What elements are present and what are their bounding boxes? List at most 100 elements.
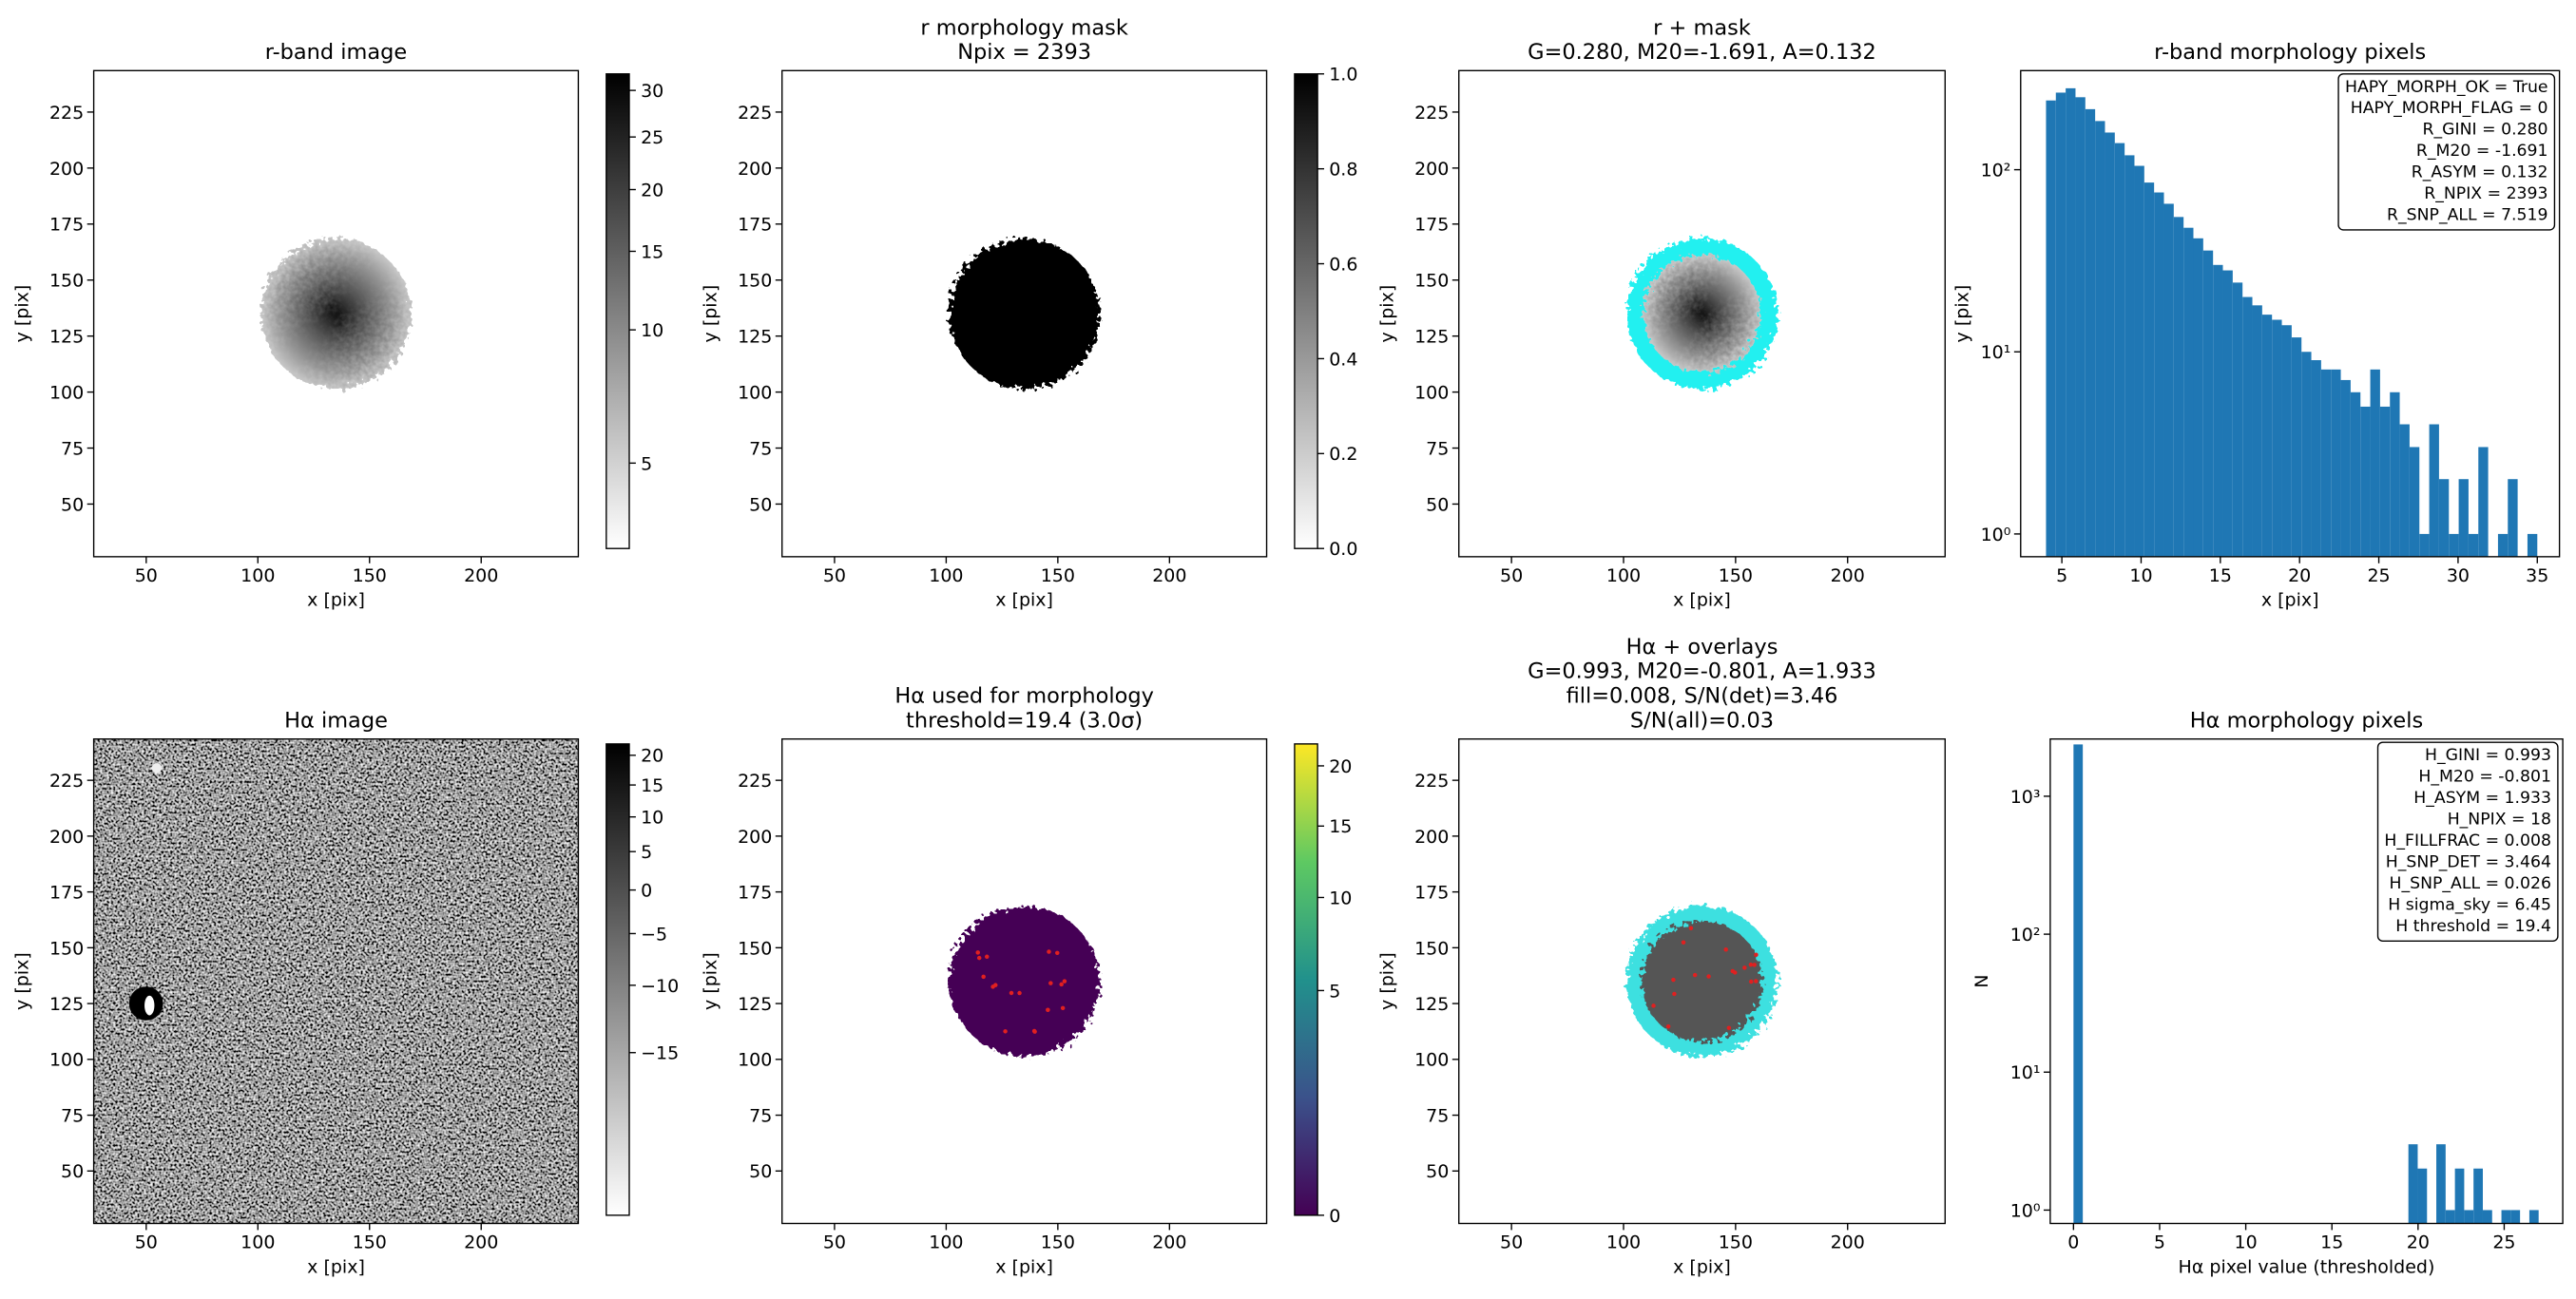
y-tick-label: 200: [49, 827, 84, 848]
x-axis-label: x [pix]: [2261, 590, 2319, 611]
y-tick-label: 225: [49, 103, 84, 124]
colorbar: [606, 73, 630, 549]
bar: [2066, 87, 2076, 557]
stats-box: [2337, 73, 2556, 231]
stats-line: H threshold = 19.4: [2395, 917, 2551, 936]
colorbar-tick-label: 0.2: [1329, 444, 1357, 465]
colorbar-tick-label: 15: [641, 241, 663, 262]
plot-area: [1626, 238, 1778, 390]
hα-pixel: [1749, 979, 1754, 984]
bar: [2173, 217, 2184, 557]
colorbar: [1294, 73, 1318, 549]
x-tick-label: 20: [2407, 1232, 2430, 1252]
x-axis-label: x [pix]: [995, 1256, 1053, 1277]
y-tick-label: 100: [1414, 383, 1449, 404]
plot-area: [1626, 906, 1778, 1057]
chart-title: threshold=19.4 (3.0σ): [906, 709, 1143, 734]
x-tick-label: 50: [823, 1232, 846, 1252]
bar: [2291, 337, 2302, 557]
x-tick-label: 15: [2320, 1232, 2343, 1252]
bar: [2419, 533, 2430, 557]
y-tick-label: 175: [1414, 215, 1449, 236]
x-tick-label: 100: [1606, 565, 1641, 586]
y-tick-label: 100: [738, 1050, 772, 1071]
axes-frame: [2049, 737, 2564, 1225]
bar: [2340, 379, 2351, 557]
stats-line: H_NPIX = 18: [2448, 811, 2551, 830]
y-tick-label: 200: [1414, 827, 1449, 848]
bar: [2095, 121, 2105, 557]
bar: [2408, 1144, 2418, 1224]
bar: [2154, 192, 2164, 557]
y-tick-label: 100: [49, 383, 84, 404]
y-tick-label: 175: [1414, 883, 1449, 904]
stats-line: HAPY_MORPH_OK = True: [2345, 78, 2548, 97]
hα-pixel: [1009, 990, 1014, 996]
hα-pixel: [1681, 940, 1686, 945]
bar: [2497, 533, 2509, 557]
colorbar-tick-label: 15: [641, 775, 663, 796]
y-axis-label: y [pix]: [1951, 285, 1972, 343]
x-tick-label: 100: [1606, 1232, 1641, 1252]
hα-pixel: [1688, 926, 1694, 931]
hα-pixel: [1754, 952, 1759, 957]
bar: [2510, 1210, 2521, 1224]
colorbar-tick-label: 10: [641, 808, 663, 829]
x-tick-label: 25: [2367, 565, 2390, 586]
y-axis-label: N: [1971, 974, 1992, 987]
bar: [2473, 1168, 2483, 1224]
hα-pixel: [1048, 981, 1053, 985]
bar: [2213, 264, 2223, 557]
colorbar-tick-label: 20: [641, 746, 663, 767]
bar: [2046, 100, 2056, 557]
bar: [2449, 533, 2459, 557]
y-tick-label: 10¹: [1981, 342, 2011, 363]
y-tick-label: 225: [738, 771, 772, 792]
y-tick-label: 175: [738, 215, 772, 236]
x-axis-label: Hα pixel value (thresholded): [2179, 1256, 2435, 1277]
hα-pixel: [1003, 1029, 1008, 1034]
colorbar-tick-label: 0.6: [1329, 254, 1357, 275]
bar: [2370, 369, 2380, 557]
stats-line: R_GINI = 0.280: [2423, 121, 2548, 140]
axes-frame: [2020, 69, 2561, 558]
y-tick-label: 10⁰: [2010, 1200, 2041, 1221]
hα-pixel: [1748, 962, 1754, 967]
bar: [2508, 479, 2518, 557]
chart-title: r + mask: [1653, 15, 1751, 40]
x-tick-label: 200: [464, 565, 498, 586]
y-tick-label: 100: [49, 1050, 84, 1071]
chart-title: r-band image: [265, 40, 407, 65]
y-tick-label: 100: [738, 383, 772, 404]
bar: [2482, 1210, 2492, 1224]
x-tick-label: 100: [240, 1232, 275, 1252]
y-tick-label: 225: [738, 103, 772, 124]
bar: [2399, 424, 2410, 557]
y-tick-label: 125: [1414, 994, 1449, 1015]
hα-pixel: [975, 950, 980, 955]
y-tick-label: 50: [749, 1161, 772, 1182]
hα-pixel: [1651, 1003, 1656, 1008]
y-tick-label: 10²: [1981, 161, 2011, 181]
x-tick-label: 5: [2056, 565, 2067, 586]
x-tick-label: 50: [823, 565, 846, 586]
bar: [2163, 203, 2174, 557]
stats-line: H_FILLFRAC = 0.008: [2384, 831, 2551, 850]
x-tick-label: 100: [240, 565, 275, 586]
chart-title: fill=0.008, S/N(det)=3.46: [1567, 684, 1838, 709]
hα-pixel: [1692, 972, 1698, 978]
x-tick-label: 200: [464, 1232, 498, 1252]
bar: [2143, 182, 2155, 557]
x-tick-label: 10: [2129, 565, 2152, 586]
chart-title: G=0.280, M20=-1.691, A=0.132: [1528, 40, 1876, 65]
chart-title: S/N(all)=0.03: [1630, 709, 1774, 734]
x-tick-label: 200: [1831, 1232, 1865, 1252]
y-tick-label: 150: [1414, 271, 1449, 292]
y-tick-label: 50: [61, 494, 84, 515]
bar: [2527, 533, 2538, 557]
y-tick-label: 200: [738, 827, 772, 848]
colorbar-tick-label: 0.4: [1329, 349, 1357, 370]
colorbar: [606, 743, 630, 1216]
bar: [2075, 97, 2086, 557]
source-blob: [260, 239, 412, 390]
